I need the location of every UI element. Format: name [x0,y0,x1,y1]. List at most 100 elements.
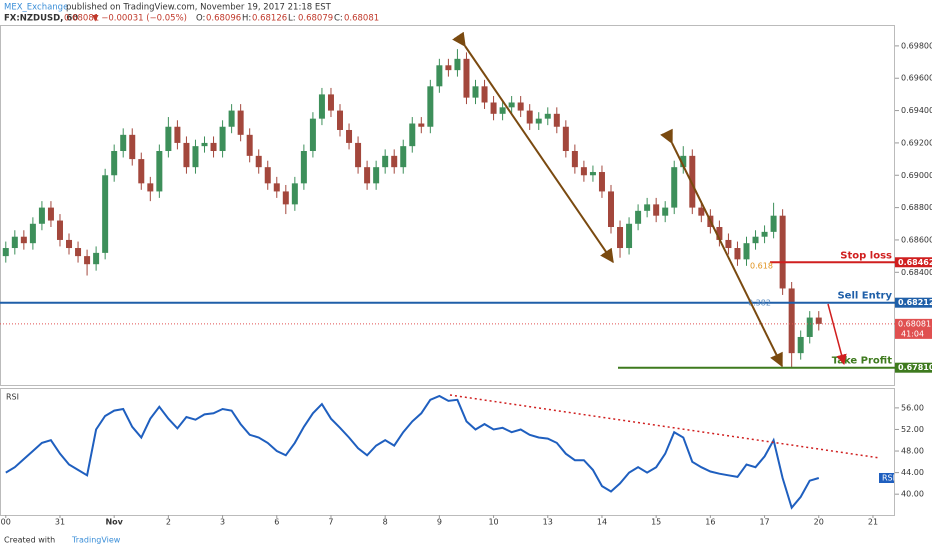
candle-body [598,172,605,192]
x-tick-label: 10 [488,518,498,527]
candle-body [761,231,768,237]
y-tick-label: 52.00 [901,425,924,434]
candle-body [219,126,226,152]
candle-body [38,207,45,224]
change: ▼ −0.00031 (−0.05%) [92,14,187,24]
x-tick-label: 13 [543,518,553,527]
candle-body [562,126,569,152]
candle-body [75,248,82,257]
candle-body [508,102,515,108]
candle-body [364,167,371,184]
candle-body [183,142,190,168]
candle-body [779,215,786,289]
symbol: FX:NZDUSD, 60 [4,14,78,24]
legend-tag [879,472,894,483]
candle-body [472,86,479,98]
candle-body [617,227,624,249]
ohlc-value: 0.68081 [344,14,379,24]
x-tick-label: 16 [705,518,715,527]
footer-brand[interactable]: TradingView [71,536,121,545]
footer-created: Created with [4,536,55,545]
candle-body [210,142,217,152]
x-tick-label: 7 [328,518,333,527]
candle-body [662,207,669,216]
x-tick-label: 9 [437,518,442,527]
x-tick-label: 8 [383,518,388,527]
candle-body [409,123,416,147]
candle-body [273,183,280,192]
y-tick-label: 0.69200 [901,138,932,147]
level-label: 0.68462 [898,258,932,267]
candle-body [300,151,307,184]
candle-body [264,167,271,184]
x-tick-label: 14 [597,518,607,527]
candle-body [734,248,741,260]
ohlc-key: L: [288,14,296,24]
candle-body [93,252,100,265]
legend-label: RSI [882,473,895,482]
author[interactable]: MEX_Exchange [4,3,68,13]
trend-arrow [452,31,614,264]
candle-body [626,223,633,249]
candle-body [192,146,199,168]
x-tick-label: 3 [220,518,225,527]
candle-body [66,239,73,249]
candle-body [806,317,813,337]
level-tag [895,257,932,268]
y-tick-label: 0.68400 [901,268,932,277]
x-tick-label: 17 [759,518,769,527]
ohlc-value: 0.68096 [206,14,241,24]
candle-body [499,107,506,114]
candle-body [255,155,262,168]
y-tick-label: 0.69800 [901,41,932,50]
candle-body [120,134,127,152]
candle-body [156,151,163,192]
x-tick-label: 6 [274,518,279,527]
candle-body [589,172,596,176]
candle-body [743,243,750,260]
x-tick-label: 15 [651,518,661,527]
last-price-tag [895,318,932,339]
candle-body [282,191,289,205]
candle-body [463,58,470,98]
level-tag [895,297,932,308]
y-tick-label: 0.69000 [901,171,932,180]
y-tick-label: 48.00 [901,447,924,456]
candle-body [517,102,524,111]
candle-body [291,183,298,205]
candle-body [490,102,497,114]
level-tag [895,362,932,373]
candle-body [309,118,316,152]
y-tick-label: 40.00 [901,490,924,499]
candle-body [47,207,54,221]
candle-body [752,236,759,244]
candle-body [571,151,578,168]
candle-body [84,256,91,265]
candle-body [553,113,560,127]
candle-body [56,220,63,240]
candle-body [129,134,136,160]
candle-body [382,155,389,168]
candle-body [535,118,542,124]
rsi-line [5,394,820,510]
candle-body [20,236,27,244]
candle-body [201,142,208,147]
price: 0.68081 [64,14,99,24]
candle-body [355,142,362,168]
candle-body [147,183,154,192]
ohlc-key: O: [196,14,205,24]
ohlc-key: H: [242,14,251,24]
candle-body [427,86,434,127]
candle-body [635,210,642,224]
y-tick-label: 56.00 [901,403,924,412]
candle-body [400,146,407,168]
y-tick-label: 0.69600 [901,74,932,83]
candle-body [237,110,244,135]
fib-label: 0.618 [750,262,773,271]
candle-body [346,129,353,143]
ohlc: O: 0.68096 H: 0.68126 L: 0.68079 C: 0.68081 [196,14,379,24]
price-panel [0,25,895,386]
x-tick-label: 2 [166,518,171,527]
last-price-label: 0.68081 [898,319,931,328]
